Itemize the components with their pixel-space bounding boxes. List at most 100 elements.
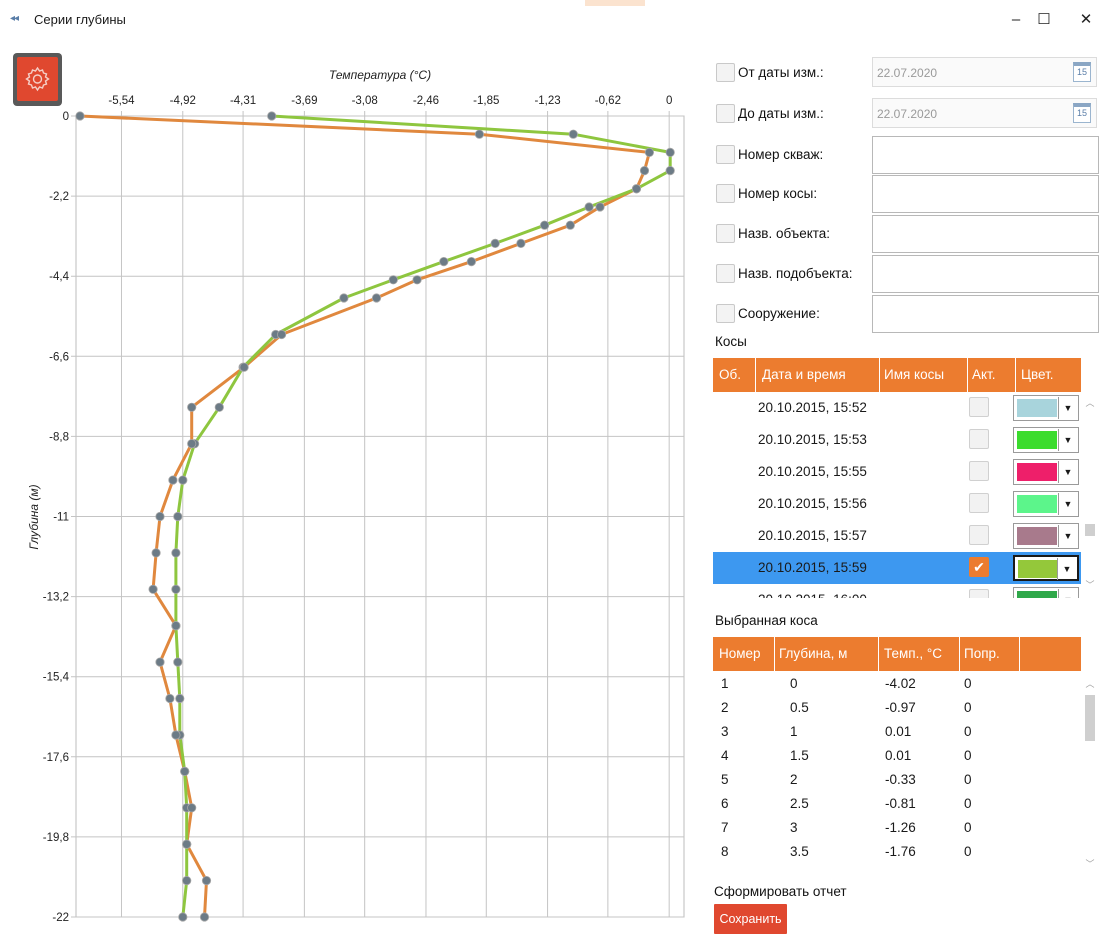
kosa-active-checkbox[interactable] — [969, 429, 989, 449]
kosa-active-checkbox[interactable] — [969, 589, 989, 598]
filter-text-input[interactable] — [872, 215, 1099, 253]
kosa-row[interactable]: 20.10.2015, 15:56 ▼ — [713, 488, 1081, 520]
filter-checkbox[interactable] — [716, 184, 735, 203]
filter-text-input[interactable] — [872, 255, 1099, 293]
save-button[interactable]: Сохранить — [714, 904, 787, 934]
chevron-down-icon[interactable]: ▼ — [1058, 461, 1077, 483]
maximize-button[interactable]: ☐ — [1037, 11, 1051, 28]
data-point — [201, 875, 212, 886]
row-correction: 0 — [964, 844, 972, 859]
calendar-icon[interactable]: 15 — [1073, 62, 1091, 82]
filter-label: Назв. подобъекта: — [738, 266, 853, 281]
chart-grid — [71, 111, 685, 918]
data-point — [171, 730, 181, 740]
data-row[interactable]: 1 0 -4.02 0 — [713, 673, 1081, 695]
data-row[interactable]: 5 2 -0.33 0 — [713, 769, 1081, 791]
col-datetime[interactable]: Дата и время — [762, 367, 846, 382]
filter-checkbox[interactable] — [716, 224, 735, 243]
kosy-grid: Об. Дата и время Имя косы Акт. Цвет. 20.… — [713, 358, 1098, 598]
kosa-active-checkbox[interactable] — [969, 461, 989, 481]
chevron-down-icon[interactable]: ▼ — [1058, 525, 1077, 547]
filter-checkbox[interactable] — [716, 63, 735, 82]
col-number[interactable]: Номер — [719, 646, 761, 661]
col-color[interactable]: Цвет. — [1021, 367, 1054, 382]
row-temp: -0.33 — [885, 772, 916, 787]
kosy-scroll-thumb[interactable] — [1085, 524, 1095, 536]
kosa-row[interactable]: 20.10.2015, 15:55 ▼ — [713, 456, 1081, 488]
chevron-down-icon[interactable]: ▼ — [1058, 397, 1077, 419]
chevron-down-icon[interactable]: ▼ — [1058, 589, 1077, 598]
kosa-active-checkbox[interactable] — [969, 525, 989, 545]
scroll-down-icon[interactable]: ﹀ — [1085, 580, 1095, 590]
kosa-color-picker[interactable]: ▼ — [1013, 523, 1079, 549]
data-row[interactable]: 8 3.5 -1.76 0 — [713, 841, 1081, 863]
filter-text-input[interactable] — [872, 295, 1099, 333]
x-tick-label: -3,69 — [291, 95, 317, 107]
row-number: 8 — [721, 844, 729, 859]
data-point — [182, 875, 192, 886]
filter-date-input[interactable]: 22.07.2020 — [872, 57, 1097, 87]
row-depth: 1.5 — [790, 748, 809, 763]
kosa-row[interactable]: 20.10.2015, 15:57 ▼ — [713, 520, 1081, 552]
kosa-active-checkbox[interactable] — [969, 493, 989, 513]
filter-checkbox[interactable] — [716, 304, 735, 323]
col-ob[interactable]: Об. — [719, 367, 741, 382]
chevron-down-icon[interactable]: ▼ — [1058, 429, 1077, 451]
kosa-color-picker[interactable]: ▼ — [1013, 395, 1079, 421]
col-temp[interactable]: Темп., °C — [884, 646, 942, 661]
data-point — [239, 362, 249, 372]
scroll-down-icon[interactable]: ﹀ — [1085, 859, 1095, 869]
data-point — [187, 439, 197, 449]
calendar-icon[interactable]: 15 — [1073, 103, 1091, 123]
chevron-down-icon[interactable]: ▼ — [1058, 493, 1077, 515]
row-number: 7 — [721, 820, 729, 835]
kosa-active-checkbox[interactable] — [969, 397, 989, 417]
y-tick-label: -2,2 — [49, 191, 69, 203]
chevron-down-icon[interactable]: ▼ — [1057, 558, 1076, 580]
data-point — [267, 111, 277, 121]
kosa-active-checkbox[interactable]: ✔ — [969, 557, 989, 577]
kosa-color-picker[interactable]: ▼ — [1013, 587, 1079, 598]
y-tick-label: 0 — [63, 111, 69, 123]
col-name[interactable]: Имя косы — [884, 367, 945, 382]
filter-checkbox[interactable] — [716, 145, 735, 164]
kosa-row[interactable]: 20.10.2015, 15:52 ▼ — [713, 392, 1081, 424]
close-button[interactable]: ✕ — [1079, 11, 1093, 28]
scroll-up-icon[interactable]: ︿ — [1085, 679, 1095, 689]
filter-label: От даты изм.: — [738, 65, 824, 80]
row-correction: 0 — [964, 724, 972, 739]
row-temp: -1.26 — [885, 820, 916, 835]
col-depth[interactable]: Глубина, м — [779, 646, 848, 661]
kosa-color-picker[interactable]: ▼ — [1013, 555, 1079, 581]
data-row[interactable]: 6 2.5 -0.81 0 — [713, 793, 1081, 815]
kosa-color-picker[interactable]: ▼ — [1013, 459, 1079, 485]
kosa-row[interactable]: 20.10.2015, 15:59 ✔ ▼ — [713, 552, 1081, 584]
filter-text-input[interactable] — [872, 175, 1099, 213]
filter-text-input[interactable] — [872, 136, 1099, 174]
filter-date-input[interactable]: 22.07.2020 — [872, 98, 1097, 128]
col-active[interactable]: Акт. — [972, 367, 996, 382]
data-row[interactable]: 2 0.5 -0.97 0 — [713, 697, 1081, 719]
kosa-row[interactable]: 20.10.2015, 15:53 ▼ — [713, 424, 1081, 456]
data-scroll-thumb[interactable] — [1085, 695, 1095, 741]
settings-button[interactable] — [13, 53, 62, 106]
row-depth: 2.5 — [790, 796, 809, 811]
data-row[interactable]: 3 1 0.01 0 — [713, 721, 1081, 743]
kosa-datetime: 20.10.2015, 15:57 — [758, 528, 867, 543]
data-row[interactable]: 7 3 -1.26 0 — [713, 817, 1081, 839]
kosy-scrollbar[interactable]: ︿ ﹀ — [1082, 392, 1098, 598]
kosa-row[interactable]: 20.10.2015, 16:00 ▼ — [713, 584, 1081, 598]
kosa-color-picker[interactable]: ▼ — [1013, 491, 1079, 517]
data-point — [180, 766, 190, 777]
data-point — [155, 657, 165, 667]
col-correction[interactable]: Попр. — [964, 646, 1000, 661]
scroll-up-icon[interactable]: ︿ — [1085, 398, 1095, 408]
filter-checkbox[interactable] — [716, 264, 735, 283]
kosa-color-picker[interactable]: ▼ — [1013, 427, 1079, 453]
settings-button-face — [17, 57, 58, 101]
data-scrollbar[interactable]: ︿ ﹀ — [1082, 671, 1098, 875]
data-point — [466, 256, 476, 267]
data-row[interactable]: 4 1.5 0.01 0 — [713, 745, 1081, 767]
minimize-button[interactable]: – — [1011, 11, 1021, 28]
filter-checkbox[interactable] — [716, 104, 735, 123]
